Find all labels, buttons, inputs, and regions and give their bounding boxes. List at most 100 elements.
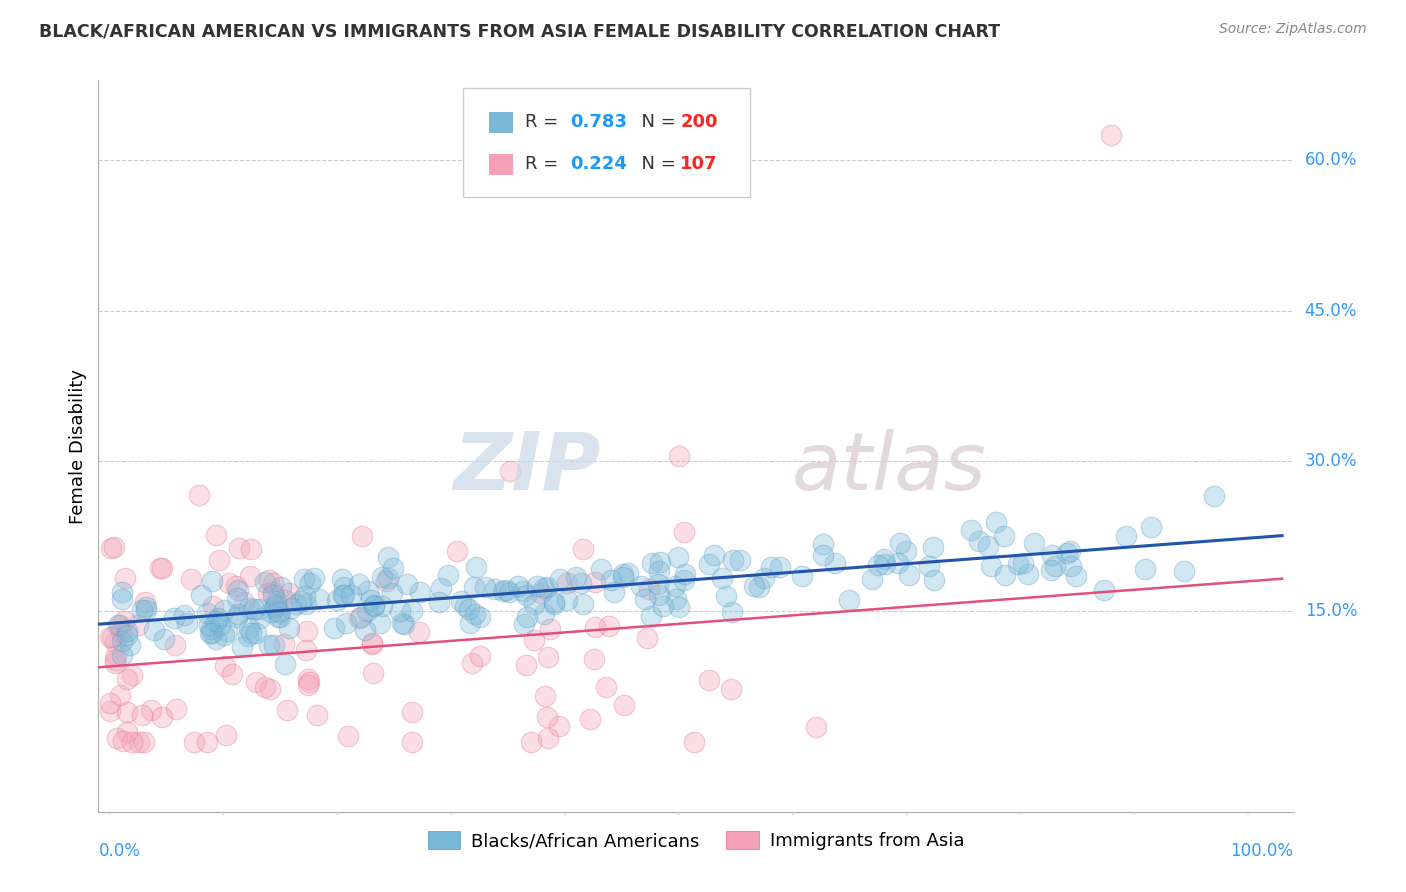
Point <box>1056 546 1078 560</box>
Text: 45.0%: 45.0% <box>1305 301 1357 319</box>
Point <box>104 635 127 649</box>
Point <box>226 582 249 597</box>
Point <box>254 575 277 590</box>
Point <box>536 710 558 724</box>
Point <box>371 570 394 584</box>
Point <box>543 597 565 611</box>
FancyBboxPatch shape <box>463 87 749 197</box>
Point <box>201 626 224 640</box>
Point <box>225 579 247 593</box>
Point <box>247 602 270 616</box>
Point <box>377 571 399 585</box>
Point <box>115 724 138 739</box>
Point <box>993 529 1015 543</box>
Point <box>516 610 538 624</box>
Point <box>190 588 212 602</box>
Point <box>548 719 571 733</box>
Point <box>298 674 321 689</box>
Point <box>533 607 555 621</box>
Point <box>742 579 765 593</box>
Point <box>437 568 460 582</box>
Point <box>495 583 517 598</box>
Point <box>1115 529 1137 543</box>
Point <box>110 688 132 702</box>
Point <box>264 593 287 607</box>
Point <box>595 681 617 695</box>
Point <box>647 577 669 591</box>
Point <box>267 609 290 624</box>
Point <box>150 710 173 724</box>
Point <box>128 734 150 748</box>
Point <box>1064 569 1087 583</box>
Point <box>759 560 782 574</box>
Point <box>498 585 520 599</box>
Point <box>183 734 205 748</box>
Point <box>292 572 315 586</box>
Point <box>205 614 228 628</box>
Point <box>454 599 477 613</box>
Point <box>377 550 399 565</box>
Point <box>104 657 127 671</box>
Point <box>262 585 284 599</box>
Point <box>860 572 883 586</box>
Point <box>464 560 486 574</box>
FancyBboxPatch shape <box>489 154 513 175</box>
Point <box>294 589 316 603</box>
Point <box>245 675 267 690</box>
Text: Source: ZipAtlas.com: Source: ZipAtlas.com <box>1219 22 1367 37</box>
Point <box>464 607 486 622</box>
Text: N =: N = <box>630 113 682 131</box>
Point <box>100 541 122 555</box>
Point <box>979 558 1001 573</box>
Point <box>898 568 921 582</box>
Point <box>583 651 606 665</box>
Point <box>200 625 222 640</box>
Point <box>754 571 776 585</box>
Point <box>257 573 280 587</box>
Point <box>218 575 240 590</box>
Point <box>555 592 578 607</box>
Point <box>583 575 606 590</box>
Point <box>811 548 834 562</box>
Text: atlas: atlas <box>792 429 987 507</box>
Point <box>115 624 138 638</box>
Point <box>295 597 318 611</box>
Point <box>922 574 945 588</box>
Text: BLACK/AFRICAN AMERICAN VS IMMIGRANTS FROM ASIA FEMALE DISABILITY CORRELATION CHA: BLACK/AFRICAN AMERICAN VS IMMIGRANTS FRO… <box>39 22 1001 40</box>
Y-axis label: Female Disability: Female Disability <box>69 368 87 524</box>
Point <box>350 529 373 543</box>
Point <box>335 615 357 630</box>
Point <box>1059 543 1081 558</box>
Legend: Blacks/African Americans, Immigrants from Asia: Blacks/African Americans, Immigrants fro… <box>420 823 972 857</box>
Point <box>205 632 228 646</box>
Point <box>673 566 696 581</box>
Point <box>392 617 415 632</box>
Point <box>295 642 318 657</box>
Point <box>508 579 530 593</box>
Point <box>105 731 128 746</box>
Point <box>548 572 571 586</box>
Point <box>266 598 288 612</box>
Point <box>460 656 482 670</box>
Point <box>613 698 636 712</box>
Point <box>401 604 423 618</box>
Point <box>572 597 595 611</box>
Point <box>569 575 592 590</box>
Point <box>336 729 359 743</box>
Point <box>374 574 396 589</box>
Point <box>668 599 690 614</box>
Point <box>536 581 558 595</box>
Point <box>617 566 640 580</box>
Point <box>984 515 1007 529</box>
Text: 200: 200 <box>681 113 718 131</box>
Point <box>131 602 153 616</box>
Point <box>110 585 132 599</box>
Point <box>256 585 278 599</box>
Point <box>894 543 917 558</box>
Point <box>347 611 370 625</box>
Point <box>446 544 468 558</box>
Point <box>239 569 262 583</box>
Point <box>1092 582 1115 597</box>
Point <box>555 575 578 590</box>
Point <box>720 682 742 697</box>
